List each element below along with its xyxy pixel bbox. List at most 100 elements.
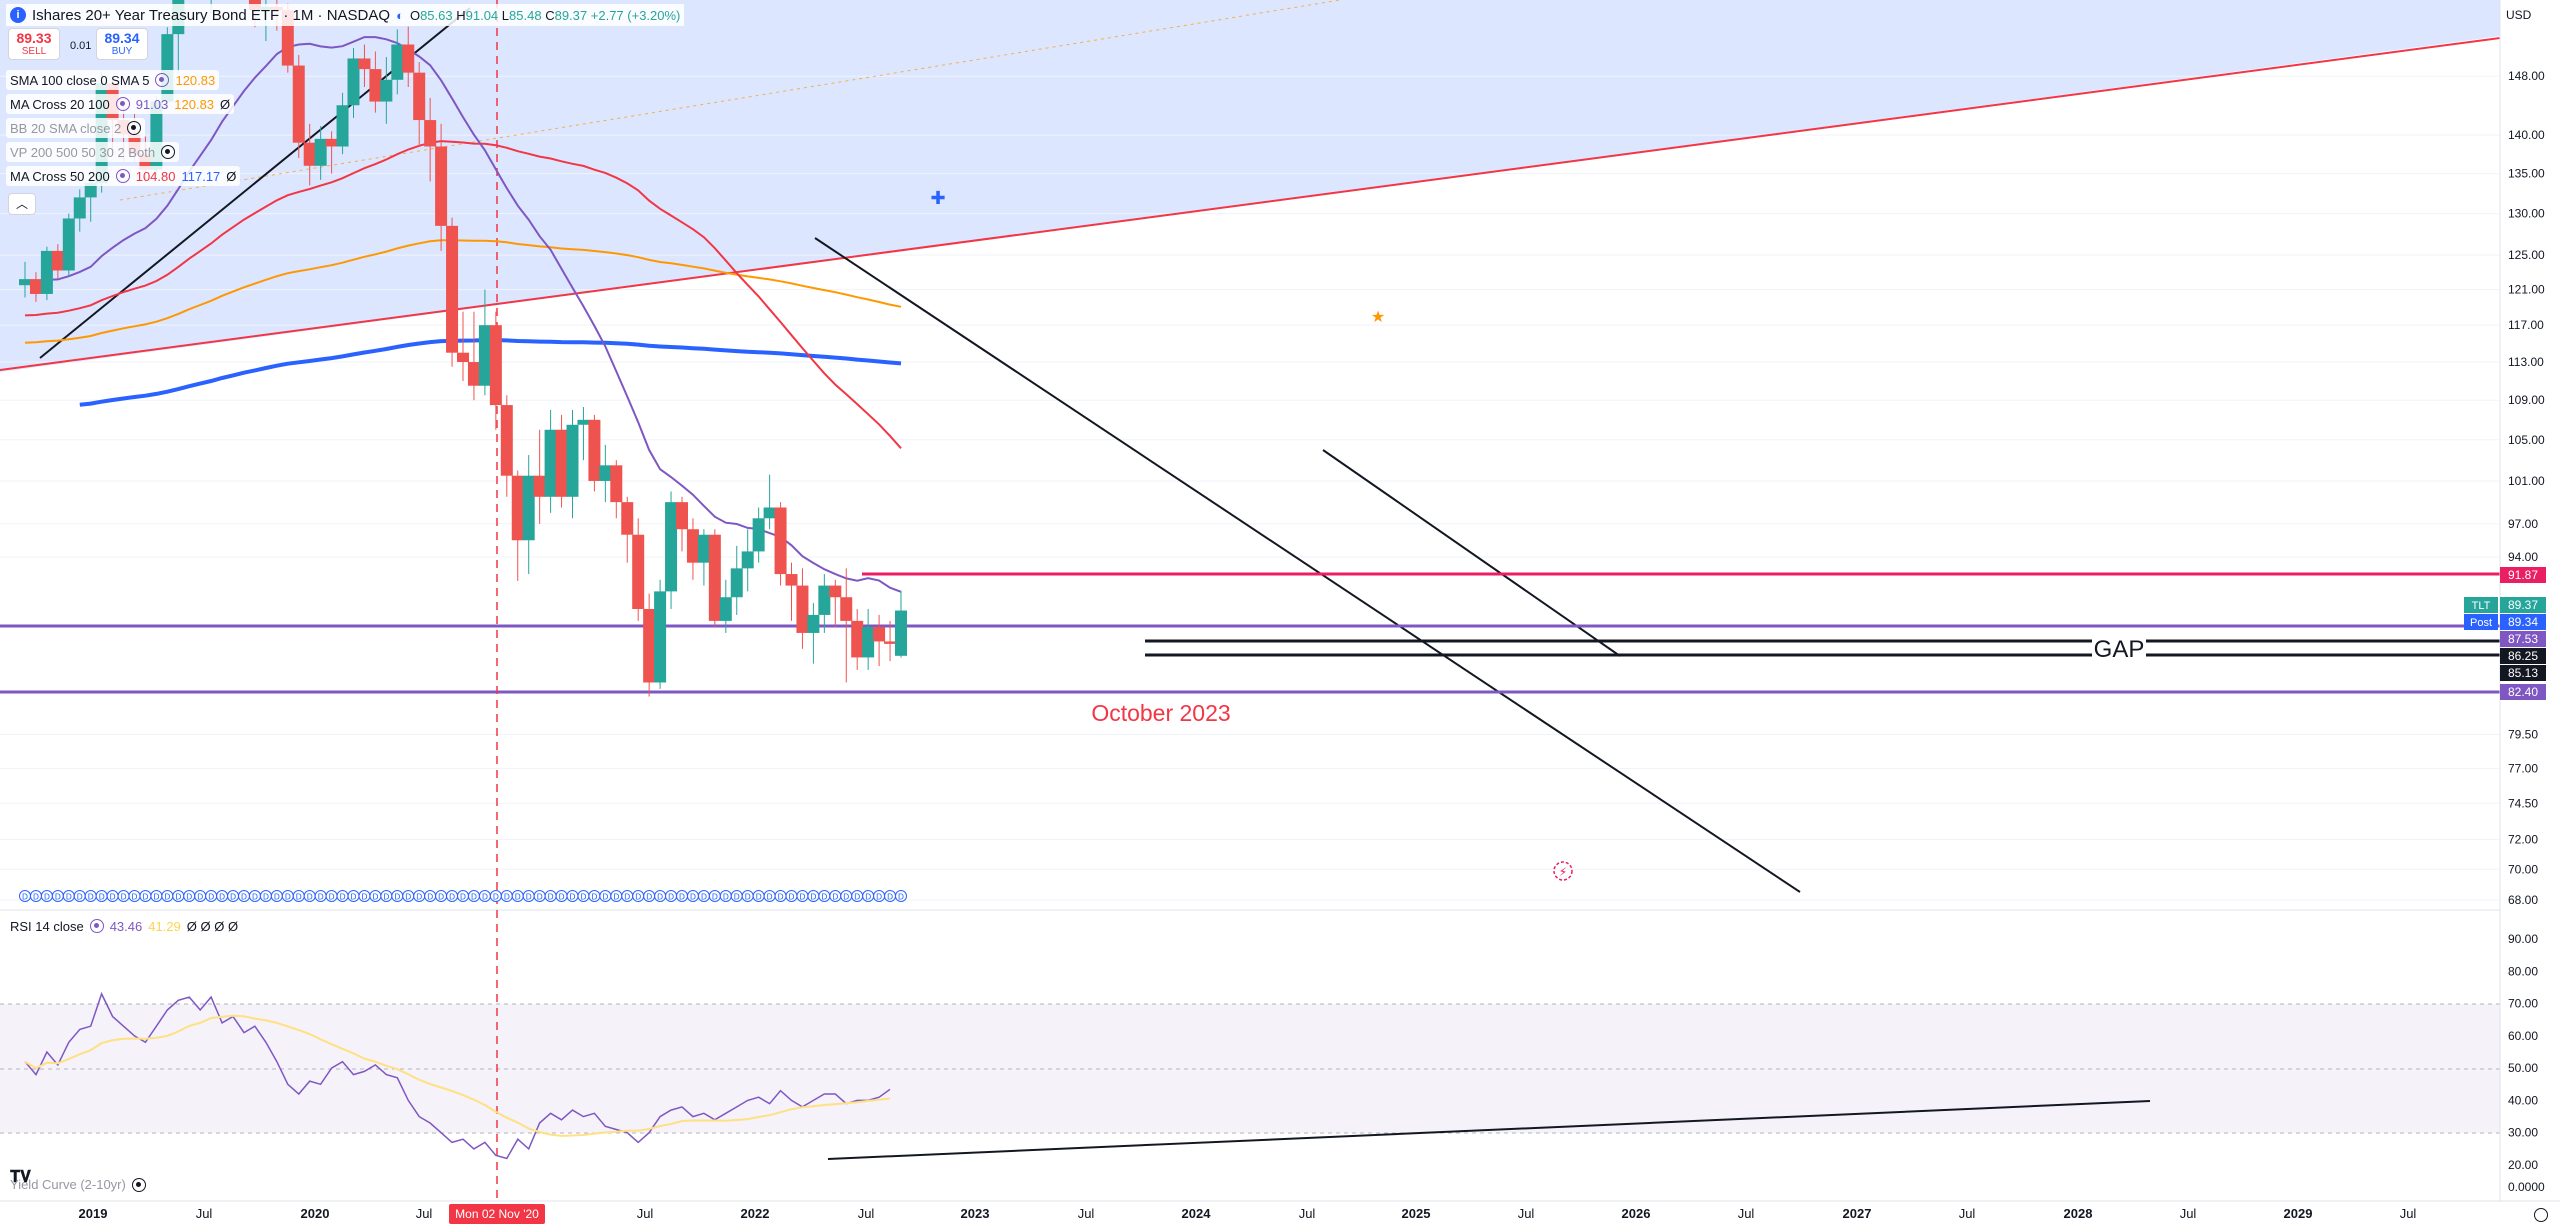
candle-body[interactable]: [588, 419, 601, 481]
indicator-legend-3[interactable]: VP 200 500 50 30 2 Both: [6, 142, 180, 162]
candle-body[interactable]: [621, 502, 634, 535]
sell-button[interactable]: 89.33 SELL: [8, 28, 60, 60]
candle-body[interactable]: [325, 138, 338, 147]
dividend-letter: D: [405, 893, 411, 902]
candle-body[interactable]: [292, 65, 305, 143]
candle-body[interactable]: [719, 597, 732, 621]
candle-body[interactable]: [599, 465, 612, 481]
candle-body[interactable]: [566, 424, 579, 497]
eye-icon[interactable]: [89, 919, 104, 933]
candle-body[interactable]: [457, 352, 469, 363]
candle-body[interactable]: [500, 405, 513, 476]
time-axis-label: 2024: [1182, 1206, 1212, 1221]
settings-icon[interactable]: [2534, 1208, 2548, 1222]
candle-body[interactable]: [544, 429, 557, 497]
candle-body[interactable]: [391, 44, 404, 80]
candle-body[interactable]: [533, 475, 546, 497]
candle-body[interactable]: [347, 58, 360, 106]
yield-curve-legend[interactable]: Yield Curve (2-10yr): [10, 1177, 146, 1192]
currency-label[interactable]: USD: [2506, 8, 2532, 22]
candle-body[interactable]: [643, 608, 656, 683]
candle-body[interactable]: [555, 429, 568, 497]
candle-body[interactable]: [19, 279, 31, 286]
indicator-legend-0[interactable]: SMA 100 close 0 SMA 5 120.83: [6, 70, 220, 90]
candle-body[interactable]: [314, 138, 327, 166]
candle-body[interactable]: [303, 142, 316, 166]
time-axis-label: Jul: [1518, 1206, 1535, 1221]
eye-off-icon[interactable]: [127, 121, 142, 135]
collapse-indicators-button[interactable]: ︿: [8, 193, 36, 215]
candle-body[interactable]: [84, 183, 97, 198]
candle-body[interactable]: [774, 507, 787, 575]
candle-body[interactable]: [610, 465, 623, 503]
indicator-legend-2[interactable]: BB 20 SMA close 2: [6, 118, 146, 138]
candle-body[interactable]: [665, 502, 678, 592]
candle-body[interactable]: [741, 551, 754, 569]
indicator-legend-4[interactable]: MA Cross 50 200 104.80 117.17 Ø: [6, 166, 241, 186]
dividend-letter: D: [197, 893, 203, 902]
candle-body[interactable]: [29, 279, 42, 294]
candle-body[interactable]: [763, 507, 776, 519]
candle-body[interactable]: [654, 591, 667, 683]
candle-body[interactable]: [402, 44, 415, 73]
candle-body[interactable]: [40, 250, 53, 294]
candle-body[interactable]: [161, 34, 174, 102]
candle-body[interactable]: [467, 362, 480, 386]
eye-icon[interactable]: [155, 73, 170, 87]
candle-body[interactable]: [873, 626, 886, 642]
eye-icon[interactable]: [115, 169, 130, 183]
candle-body[interactable]: [686, 529, 699, 563]
candle-body[interactable]: [840, 597, 853, 621]
rsi-axis-label: 40.00: [2508, 1093, 2538, 1107]
time-axis-label: Jul: [416, 1206, 433, 1221]
candle-body[interactable]: [785, 574, 798, 586]
candle-body[interactable]: [676, 502, 688, 530]
eye-off-icon[interactable]: [131, 1177, 146, 1192]
candle-body[interactable]: [51, 250, 64, 271]
candle-body[interactable]: [796, 585, 809, 633]
candle-body[interactable]: [358, 58, 371, 70]
candle-body[interactable]: [435, 146, 448, 226]
dividend-marker[interactable]: [895, 890, 907, 902]
eye-off-icon[interactable]: [161, 145, 176, 159]
candle-body[interactable]: [489, 325, 502, 406]
dividend-letter: D: [99, 893, 105, 902]
candle-body[interactable]: [380, 79, 393, 102]
candle-body[interactable]: [336, 105, 349, 147]
symbol-title[interactable]: Ishares 20+ Year Treasury Bond ETF · 1M …: [32, 6, 391, 24]
candle-body[interactable]: [752, 518, 765, 552]
rsi-legend[interactable]: RSI 14 close 43.46 41.29 Ø Ø Ø Ø: [6, 916, 243, 936]
candle-body[interactable]: [730, 568, 743, 598]
candle-body[interactable]: [413, 72, 426, 121]
candle-body[interactable]: [577, 419, 590, 425]
dividend-letter: D: [318, 893, 324, 902]
candle-body[interactable]: [708, 534, 721, 621]
buy-button[interactable]: 89.34 BUY: [96, 28, 148, 60]
info-icon[interactable]: i: [10, 7, 26, 23]
candle-body[interactable]: [807, 614, 820, 633]
dividend-letter: D: [777, 893, 783, 902]
candle-body[interactable]: [829, 585, 842, 598]
candle-body[interactable]: [369, 69, 382, 102]
candle-body[interactable]: [632, 534, 645, 609]
candle-body[interactable]: [511, 475, 524, 541]
candle-body[interactable]: [424, 120, 437, 147]
candle-body[interactable]: [862, 626, 875, 658]
indicator-legend-1[interactable]: MA Cross 20 100 91.03 120.83 Ø: [6, 94, 235, 114]
time-axis-label: 2019: [79, 1206, 108, 1221]
candle-body[interactable]: [522, 475, 535, 541]
indicator-value: 91.03: [135, 96, 169, 112]
candle-body[interactable]: [478, 325, 491, 386]
candle-body[interactable]: [697, 534, 710, 563]
candle-body[interactable]: [895, 610, 907, 656]
candle-body[interactable]: [818, 585, 831, 615]
candle-body[interactable]: [62, 218, 75, 271]
candle-body[interactable]: [884, 641, 897, 644]
candle-body[interactable]: [851, 620, 864, 658]
time-axis-label: Jul: [1959, 1206, 1976, 1221]
price-axis-label: 117.00: [2508, 318, 2544, 332]
eye-icon[interactable]: [115, 97, 130, 111]
candle-body[interactable]: [73, 197, 86, 219]
candle-body[interactable]: [446, 225, 459, 353]
